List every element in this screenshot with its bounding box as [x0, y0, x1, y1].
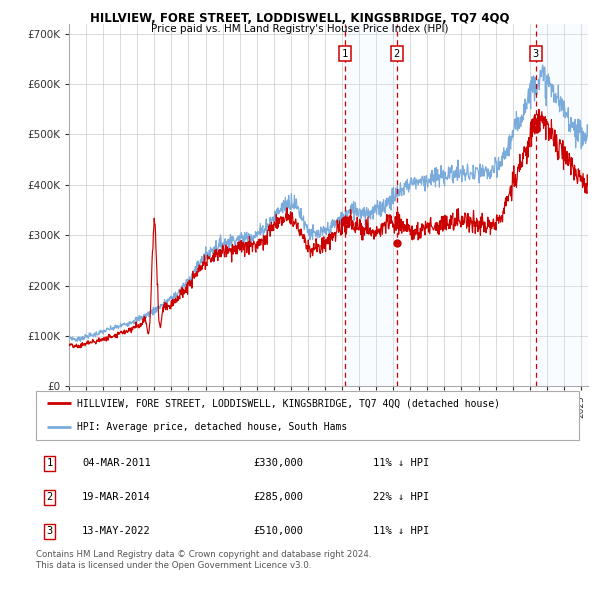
Text: 3: 3 [533, 49, 539, 59]
Text: Price paid vs. HM Land Registry's House Price Index (HPI): Price paid vs. HM Land Registry's House … [151, 24, 449, 34]
Text: HPI: Average price, detached house, South Hams: HPI: Average price, detached house, Sout… [77, 422, 347, 432]
Text: 13-MAY-2022: 13-MAY-2022 [82, 526, 151, 536]
Text: 04-MAR-2011: 04-MAR-2011 [82, 458, 151, 468]
Text: 1: 1 [342, 49, 348, 59]
Text: Contains HM Land Registry data © Crown copyright and database right 2024.: Contains HM Land Registry data © Crown c… [36, 550, 371, 559]
FancyBboxPatch shape [36, 391, 579, 440]
Bar [345, 24, 397, 386]
Text: This data is licensed under the Open Government Licence v3.0.: This data is licensed under the Open Gov… [36, 560, 311, 569]
Text: 19-MAR-2014: 19-MAR-2014 [82, 492, 151, 502]
Text: 11% ↓ HPI: 11% ↓ HPI [373, 458, 429, 468]
Text: £285,000: £285,000 [253, 492, 303, 502]
Text: 11% ↓ HPI: 11% ↓ HPI [373, 526, 429, 536]
Bar [536, 24, 587, 386]
Text: £330,000: £330,000 [253, 458, 303, 468]
Text: HILLVIEW, FORE STREET, LODDISWELL, KINGSBRIDGE, TQ7 4QQ: HILLVIEW, FORE STREET, LODDISWELL, KINGS… [90, 12, 510, 25]
Text: 2: 2 [394, 49, 400, 59]
Text: 1: 1 [46, 458, 53, 468]
Text: 22% ↓ HPI: 22% ↓ HPI [373, 492, 429, 502]
Text: 3: 3 [46, 526, 53, 536]
Text: 2: 2 [46, 492, 53, 502]
Text: £510,000: £510,000 [253, 526, 303, 536]
Text: HILLVIEW, FORE STREET, LODDISWELL, KINGSBRIDGE, TQ7 4QQ (detached house): HILLVIEW, FORE STREET, LODDISWELL, KINGS… [77, 398, 500, 408]
